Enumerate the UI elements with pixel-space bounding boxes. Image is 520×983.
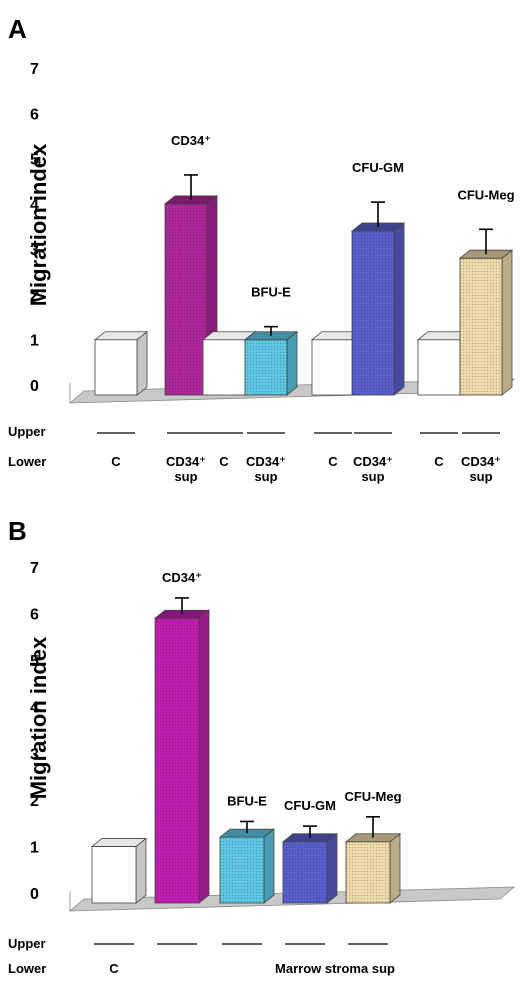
panel-a-y-tick-4: 4 xyxy=(30,197,39,214)
panel-a-bar-6-front xyxy=(417,339,461,396)
panel-a-bar-3-side xyxy=(286,330,298,396)
panel-a-lower-row-label: Lower xyxy=(8,454,46,469)
panel-b-group-label-2: CFU-GM xyxy=(284,798,336,813)
panel-b-group-label-0: CD34⁺ xyxy=(162,570,202,585)
panel-b-y-tick-2: 2 xyxy=(30,793,39,810)
panel-a-group-label-1: BFU-E xyxy=(251,285,291,300)
panel-a-lower-label-3-1: sup xyxy=(254,469,277,484)
panel-a-bar-7-top xyxy=(458,249,514,259)
panel-a-y-tick-7: 7 xyxy=(30,61,39,78)
panel-b-bar-4-side xyxy=(389,832,401,904)
panel-a-bar-0-front xyxy=(94,339,138,396)
panel-a-group-label-3: CFU-Meg xyxy=(457,187,514,202)
panel-b-bar-2-side xyxy=(263,828,275,904)
panel-b-bar-4 xyxy=(344,816,402,904)
panel-b-bar-2-texture xyxy=(220,837,264,903)
panel-a-bar-3-texture xyxy=(245,339,287,395)
panel-b-y-tick-5: 5 xyxy=(30,653,39,670)
panel-a-bar-3 xyxy=(243,325,299,396)
panel-a-lower-label-2-0: C xyxy=(219,454,229,469)
panel-b-bar-1-texture xyxy=(155,618,199,903)
panel-b-y-tick-3: 3 xyxy=(30,746,39,763)
panel-a-upper-row-label: Upper xyxy=(8,424,46,439)
panel-b-bar-2 xyxy=(218,820,276,904)
panel-b-lower-row-label: Lower xyxy=(8,961,46,976)
panel-a-y-tick-1: 1 xyxy=(30,333,39,350)
panel-b-y-tick-7: 7 xyxy=(30,560,39,577)
panel-a-lower-label-6-0: C xyxy=(434,454,444,469)
panel-a-bar-5-texture xyxy=(352,231,394,395)
panel-b-y-tick-0: 0 xyxy=(30,886,39,903)
panel-a-y-tick-0: 0 xyxy=(30,378,39,395)
panel-b-group-label-3: CFU-Meg xyxy=(344,789,401,804)
panel-a-bar-2-front xyxy=(202,339,246,396)
panel-b-bar-4-texture xyxy=(346,841,390,903)
panel-a-bar-5-side xyxy=(393,222,405,396)
panel-a-bar-5 xyxy=(350,201,406,396)
panel-b-bar-0-top xyxy=(90,838,148,847)
panel-a-group-label-0: CD34⁺ xyxy=(171,133,211,148)
panel-a-group-label-2: CFU-GM xyxy=(352,160,404,175)
panel-b-marrow-stroma-sup-label: Marrow stroma sup xyxy=(275,961,395,976)
panel-b-y-axis-label: Migration index xyxy=(26,636,51,799)
panel-b-bar-1-side xyxy=(198,609,210,904)
panel-b-letter: B xyxy=(8,516,27,546)
panel-a-bar-1-texture xyxy=(165,203,207,395)
panel-a-lower-label-4-0: C xyxy=(328,454,338,469)
panel-a-letter: A xyxy=(8,14,27,44)
panel-a-bar-7 xyxy=(458,228,514,396)
panel-b-bar-1 xyxy=(153,597,211,904)
panel-a-lower-label-7-1: sup xyxy=(469,469,492,484)
panel-b-bar-0-front xyxy=(91,846,137,904)
panel-a-y-axis-label: Migration index xyxy=(26,143,51,306)
panel-b-bar-0 xyxy=(90,837,148,904)
panel-a-y-tick-5: 5 xyxy=(30,152,39,169)
panel-a-bar-0-side xyxy=(136,330,148,396)
panel-a-bar-7-texture xyxy=(460,258,502,395)
panel-a-lower-label-0-0: C xyxy=(111,454,121,469)
panel-a-bar-0 xyxy=(93,330,149,396)
panel-a-y-tick-6: 6 xyxy=(30,106,39,123)
panel-a-lower-label-5-0: CD34⁺ xyxy=(353,454,393,469)
panel-a-lower-label-5-1: sup xyxy=(361,469,384,484)
panel-a-y-tick-2: 2 xyxy=(30,287,39,304)
panel-b-bar-3-side xyxy=(326,832,338,904)
panel-a-y-tick-3: 3 xyxy=(30,242,39,259)
panel-b-lower-label-0-0: C xyxy=(109,961,119,976)
panel-b-group-label-1: BFU-E xyxy=(227,793,267,808)
panel-a-bar-0-top xyxy=(93,331,149,341)
panel-b-y-tick-4: 4 xyxy=(30,700,39,717)
panel-a-lower-label-1-1: sup xyxy=(174,469,197,484)
panel-b-bar-3-texture xyxy=(283,841,327,903)
panel-b-y-tick-6: 6 xyxy=(30,607,39,624)
panel-a-lower-label-7-0: CD34⁺ xyxy=(461,454,501,469)
panel-b-upper-row-label: Upper xyxy=(8,936,46,951)
panel-a-lower-label-1-0: CD34⁺ xyxy=(166,454,206,469)
panel-b-bar-3 xyxy=(281,825,339,904)
panel-b-y-tick-1: 1 xyxy=(30,839,39,856)
panel-b-bar-0-side xyxy=(135,837,147,904)
panel-a-lower-label-3-0: CD34⁺ xyxy=(246,454,286,469)
panel-b: B Migration index Upper Lower Marrow str… xyxy=(8,516,516,976)
panel-a-bar-4-front xyxy=(311,339,355,396)
panel-a-bar-7-side xyxy=(501,249,513,396)
